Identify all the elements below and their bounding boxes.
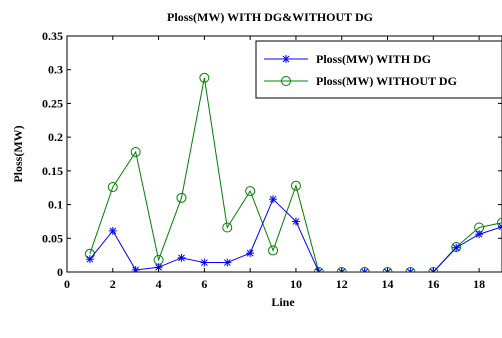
asterisk-stroke bbox=[384, 268, 389, 272]
legend-label-without-dg: Ploss(MW) WITHOUT DG bbox=[316, 74, 457, 88]
legend-label-with-dg: Ploss(MW) WITH DG bbox=[316, 52, 431, 66]
asterisk-stroke bbox=[223, 259, 231, 266]
asterisk-stroke bbox=[201, 259, 208, 266]
data-point-without-dg bbox=[176, 192, 187, 203]
data-point-with-dg bbox=[498, 222, 502, 231]
legend-marker-with-dg bbox=[282, 55, 290, 63]
data-point-without-dg bbox=[497, 217, 502, 228]
data-point-with-dg bbox=[177, 253, 186, 262]
data-point-without-dg bbox=[359, 267, 370, 272]
y-axis-label: Ploss(MW) bbox=[11, 125, 25, 182]
data-point-with-dg bbox=[314, 268, 323, 272]
series-line-without-dg bbox=[89, 77, 502, 272]
data-point-without-dg bbox=[336, 267, 347, 272]
plot-frame bbox=[66, 35, 502, 273]
asterisk-stroke bbox=[178, 254, 185, 262]
asterisk-stroke bbox=[475, 230, 483, 238]
asterisk-stroke bbox=[338, 268, 343, 272]
legend-marker-without-dg bbox=[281, 76, 291, 86]
data-point-without-dg bbox=[290, 180, 301, 191]
data-point-with-dg bbox=[223, 258, 232, 267]
asterisk-stroke bbox=[315, 268, 320, 272]
asterisk-stroke bbox=[407, 268, 412, 272]
data-point-without-dg bbox=[107, 182, 118, 193]
x-tick-label: 10 bbox=[290, 277, 302, 291]
legend: Ploss(MW) WITH DG Ploss(MW) WITHOUT DG bbox=[255, 40, 502, 99]
data-point-without-dg bbox=[382, 267, 393, 272]
x-tick-label: 0 bbox=[64, 277, 70, 291]
data-point-with-dg bbox=[200, 258, 209, 267]
data-point-without-dg bbox=[428, 267, 439, 272]
y-tick-label: 0.15 bbox=[42, 164, 63, 178]
chart-title: Ploss(MW) WITH DG&WITHOUT DG bbox=[167, 10, 373, 24]
y-tick-label: 0.2 bbox=[48, 130, 63, 144]
data-point-without-dg bbox=[130, 146, 141, 157]
x-tick-label: 4 bbox=[156, 277, 162, 291]
data-point-without-dg bbox=[268, 245, 279, 256]
asterisk-stroke bbox=[432, 268, 437, 272]
asterisk-stroke bbox=[341, 268, 346, 272]
asterisk-stroke bbox=[361, 268, 366, 272]
asterisk-stroke bbox=[498, 226, 502, 231]
data-point-without-dg bbox=[222, 222, 233, 233]
y-tick-label: 0.25 bbox=[42, 96, 63, 110]
x-tick-label: 18 bbox=[473, 277, 485, 291]
asterisk-stroke bbox=[155, 263, 162, 271]
data-point-with-dg bbox=[246, 249, 255, 258]
data-point-with-dg bbox=[269, 195, 278, 204]
asterisk-stroke bbox=[452, 244, 460, 252]
axes bbox=[66, 35, 502, 273]
data-point-without-dg bbox=[405, 267, 416, 272]
asterisk-stroke bbox=[386, 268, 391, 272]
asterisk-stroke bbox=[86, 255, 94, 263]
series-line-with-dg bbox=[89, 198, 502, 272]
x-tick-label: 12 bbox=[336, 277, 348, 291]
data-point-without-dg bbox=[199, 72, 210, 83]
asterisk-stroke bbox=[282, 55, 290, 63]
data-point-without-dg bbox=[313, 267, 324, 272]
data-point-with-dg bbox=[131, 265, 140, 272]
asterisk-stroke bbox=[318, 268, 323, 272]
asterisk-stroke bbox=[429, 268, 435, 272]
asterisk-stroke bbox=[269, 195, 277, 203]
x-axis-label: Line bbox=[271, 295, 295, 309]
asterisk-stroke bbox=[363, 268, 368, 272]
asterisk-stroke bbox=[409, 268, 414, 272]
data-point-without-dg bbox=[245, 186, 256, 197]
y-tick-label: 0.3 bbox=[48, 63, 63, 77]
y-tick-label: 0.05 bbox=[42, 231, 63, 245]
data-point-with-dg bbox=[85, 255, 94, 264]
data-point-with-dg bbox=[360, 268, 369, 272]
data-point-with-dg bbox=[452, 243, 461, 252]
asterisk-stroke bbox=[109, 227, 117, 235]
asterisk-stroke bbox=[246, 249, 254, 257]
x-tick-label: 14 bbox=[382, 277, 394, 291]
asterisk-stroke bbox=[132, 266, 140, 272]
series-layer bbox=[84, 72, 502, 272]
x-tick-label: 6 bbox=[201, 277, 207, 291]
y-tick-label: 0.35 bbox=[42, 29, 63, 43]
y-tick-label: 0.1 bbox=[48, 198, 63, 212]
data-point-with-dg bbox=[291, 217, 300, 226]
data-point-with-dg bbox=[108, 226, 117, 235]
x-tick-label: 16 bbox=[427, 277, 439, 291]
y-tick-label: 0 bbox=[57, 265, 63, 279]
asterisk-stroke bbox=[292, 218, 300, 225]
x-tick-label: 2 bbox=[110, 277, 116, 291]
legend-box bbox=[255, 40, 502, 99]
ticks-layer: 0 2 4 6 8 10 12 14 16 18 0 0.05 0.1 0.15 0.2 0.25 0.3 0.3… bbox=[42, 29, 502, 291]
asterisk-stroke bbox=[498, 223, 502, 228]
data-point-with-dg bbox=[406, 268, 415, 272]
x-tick-label: 8 bbox=[247, 277, 253, 291]
data-point-with-dg bbox=[475, 230, 484, 239]
